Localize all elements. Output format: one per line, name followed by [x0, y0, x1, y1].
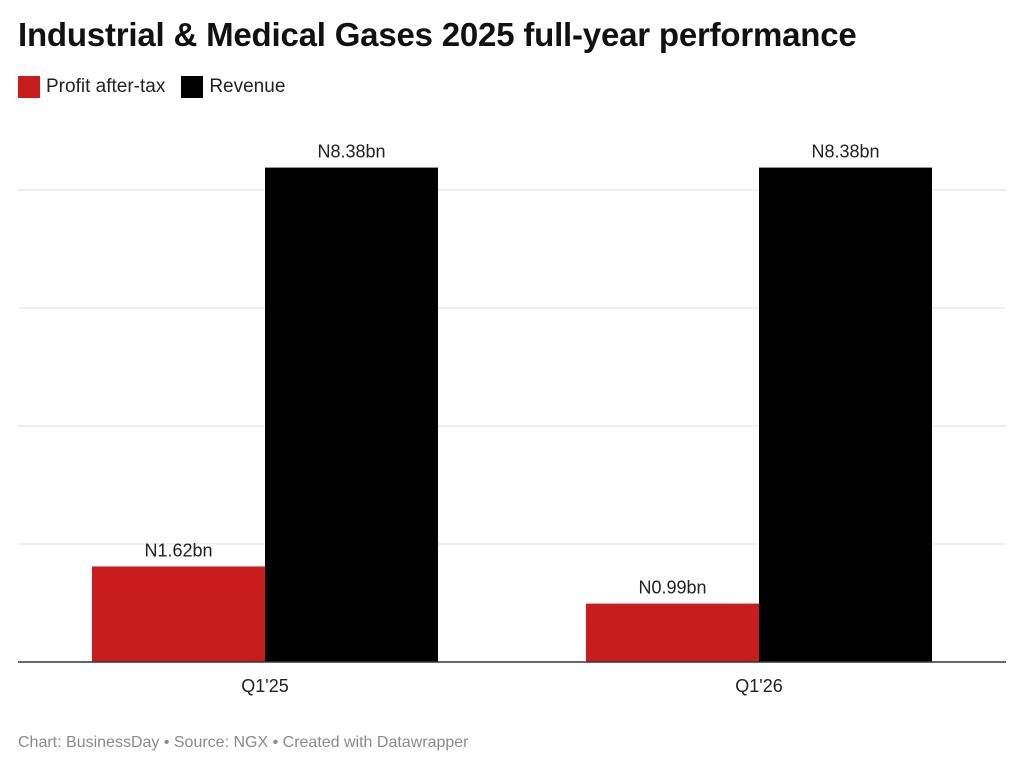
x-tick-label: Q1'26	[735, 676, 782, 696]
data-label: N8.38bn	[317, 142, 385, 162]
bar-revenue	[759, 167, 932, 662]
bar-profit	[92, 566, 265, 662]
data-label: N1.62bn	[144, 540, 212, 560]
legend-item-revenue: Revenue	[181, 76, 285, 98]
chart-footer: Chart: BusinessDay • Source: NGX • Creat…	[18, 734, 469, 751]
legend-swatch-profit	[18, 76, 40, 98]
legend-item-profit: Profit after-tax	[18, 76, 165, 98]
data-label: N8.38bn	[811, 142, 879, 162]
bar-revenue	[265, 167, 438, 662]
bar-chart: N1.62bn N8.38bn Q1'25 N0.99bn N8.38bn Q1'26	[18, 142, 1006, 696]
legend: Profit after-tax Revenue	[18, 76, 301, 98]
data-label: N0.99bn	[638, 578, 706, 598]
x-tick-label: Q1'25	[241, 676, 288, 696]
legend-label-revenue: Revenue	[209, 76, 286, 97]
bar-profit	[586, 603, 759, 662]
chart-title: Industrial & Medical Gases 2025 full-yea…	[18, 16, 857, 53]
legend-label-profit: Profit after-tax	[46, 76, 166, 97]
legend-swatch-revenue	[181, 76, 204, 98]
